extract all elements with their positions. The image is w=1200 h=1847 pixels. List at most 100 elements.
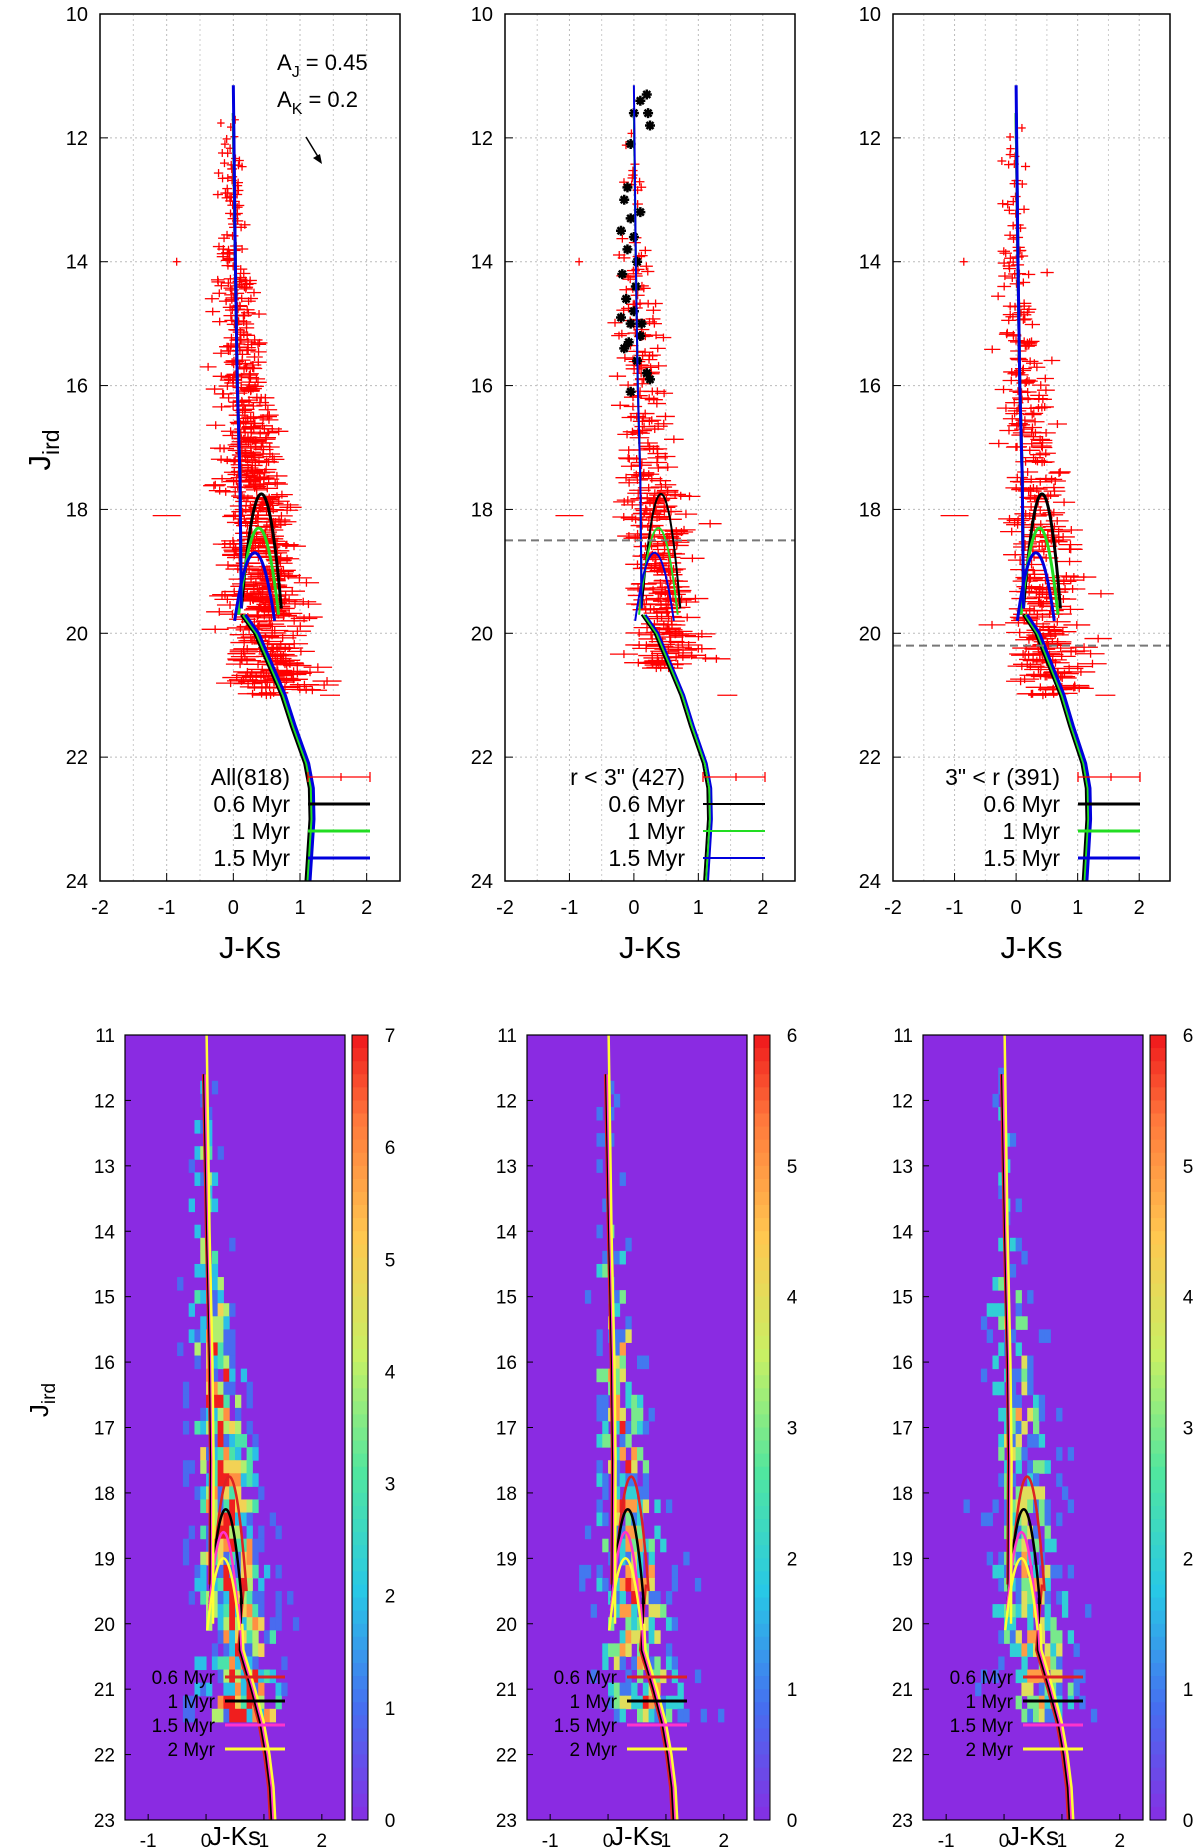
- heatmap-cell: [602, 1538, 609, 1553]
- colorbar-tick-label: 0: [1183, 1811, 1194, 1832]
- heatmap-cell: [1015, 1695, 1022, 1710]
- isochrone-15-tail: [644, 614, 713, 882]
- heatmap-cell: [182, 1460, 190, 1474]
- heatmap-cell: [602, 1368, 609, 1383]
- colorbar-segment: [1150, 1519, 1166, 1533]
- heatmap-cell: [998, 1564, 1005, 1579]
- heatmap-cell: [263, 1708, 271, 1723]
- colorbar-segment: [352, 1296, 368, 1311]
- y-tick-label: 16: [496, 1353, 517, 1374]
- colorbar-segment: [754, 1780, 770, 1795]
- y-tick-label: 15: [496, 1288, 517, 1309]
- heatmap-cell: [229, 1643, 236, 1657]
- x-tick-label: -1: [938, 1831, 955, 1847]
- heatmap-cell: [206, 1682, 213, 1697]
- heatmap-cell: [292, 1617, 300, 1631]
- isochrone-06-loop: [239, 492, 283, 609]
- heatmap-cell: [211, 1277, 219, 1291]
- heatmap-cell: [579, 1577, 586, 1592]
- heatmap-cell: [631, 1630, 638, 1644]
- heatmap-cell: [223, 1486, 230, 1500]
- heatmap-cell: [217, 1355, 224, 1370]
- x-tick-label: 2: [317, 1831, 328, 1847]
- heatmap-cell: [229, 1499, 236, 1514]
- colorbar-segment: [352, 1087, 368, 1102]
- colorbar-segment: [1150, 1257, 1166, 1272]
- heatmap-cell: [677, 1682, 684, 1697]
- y-tick-label: 14: [471, 252, 493, 274]
- heatmap-cell: [211, 1447, 219, 1461]
- heatmap-cell: [269, 1617, 277, 1631]
- colorbar-segment: [754, 1074, 770, 1088]
- heatmap-cell: [1021, 1368, 1028, 1383]
- colorbar-segment: [352, 1322, 368, 1337]
- selected-star: [632, 256, 643, 267]
- heatmap-cell: [258, 1538, 265, 1553]
- heatmap-cell: [654, 1656, 661, 1671]
- heatmap-cell: [246, 1577, 253, 1592]
- colorbar-segment: [1150, 1663, 1166, 1677]
- colorbar-segment: [754, 1597, 770, 1612]
- selected-star: [619, 343, 630, 354]
- heatmap-cell: [211, 1303, 219, 1317]
- colorbar-segment: [754, 1388, 770, 1402]
- legend-label: 1 Myr: [570, 1692, 618, 1713]
- heatmap-cell: [619, 1355, 626, 1370]
- x-axis-label: J-Ks: [1001, 930, 1063, 965]
- colorbar-tick-label: 4: [787, 1288, 798, 1309]
- colorbar-segment: [352, 1218, 368, 1232]
- isochrone-15-upper: [231, 85, 243, 609]
- heatmap-cell: [998, 1342, 1005, 1357]
- colorbar-segment: [352, 1257, 368, 1272]
- colorbar-segment: [352, 1715, 368, 1730]
- colorbar-tick-label: 6: [1183, 1026, 1194, 1047]
- heatmap-cell: [182, 1708, 190, 1723]
- isochrone-loop: [1003, 1557, 1039, 1631]
- heatmap-cell: [194, 1577, 201, 1592]
- heatmap-cell: [188, 1303, 195, 1317]
- heatmap-cell: [252, 1447, 259, 1461]
- heatmap-cell: [637, 1486, 644, 1500]
- heatmap-cell: [602, 1394, 609, 1409]
- heatmap-cell: [211, 1290, 219, 1304]
- colorbar-segment: [754, 1192, 770, 1206]
- heatmap-cell: [1009, 1434, 1017, 1448]
- heatmap-cell: [235, 1460, 242, 1474]
- heatmap-cell: [246, 1538, 253, 1553]
- colorbar-segment: [352, 1427, 368, 1442]
- heatmap-cell: [1015, 1420, 1022, 1435]
- isochrone-tail: [236, 1584, 272, 1821]
- heatmap-cell: [619, 1407, 626, 1422]
- heatmap-cell: [596, 1512, 603, 1527]
- legend-label: 1 Myr: [168, 1692, 216, 1713]
- colorbar-segment: [754, 1414, 770, 1429]
- y-tick-label: 17: [892, 1419, 913, 1440]
- isochrone-15-upper: [632, 85, 643, 609]
- heatmap-cell: [200, 1290, 207, 1304]
- heatmap-cell: [229, 1329, 236, 1343]
- heatmap-cell: [1027, 1630, 1034, 1644]
- heatmap-cell: [1009, 1447, 1017, 1461]
- heatmap-cell: [188, 1591, 195, 1605]
- heatmap-cell: [194, 1682, 201, 1697]
- colorbar-segment: [352, 1100, 368, 1115]
- heatmap-cell: [240, 1512, 248, 1527]
- heatmap-cell: [637, 1577, 644, 1592]
- colorbar-segment: [352, 1035, 368, 1049]
- colorbar-segment: [352, 1754, 368, 1769]
- heatmap-cell: [211, 1381, 219, 1396]
- heatmap-cell: [602, 1407, 609, 1422]
- heatmap-cell: [206, 1617, 213, 1631]
- colorbar-segment: [754, 1270, 770, 1285]
- heatmap-cell: [252, 1564, 259, 1579]
- heatmap-cell: [613, 1525, 621, 1540]
- x-tick-label: 1: [1072, 897, 1083, 919]
- heatmap-cell: [608, 1682, 615, 1697]
- heatmap-cell: [980, 1316, 988, 1330]
- colorbar-segment: [352, 1414, 368, 1429]
- heatmap-cell: [625, 1316, 632, 1330]
- legend-label: 3" < r (391): [945, 764, 1060, 790]
- heatmap-cell: [1067, 1630, 1075, 1644]
- heatmap-cell: [671, 1617, 679, 1631]
- heatmap-cell: [200, 1577, 207, 1592]
